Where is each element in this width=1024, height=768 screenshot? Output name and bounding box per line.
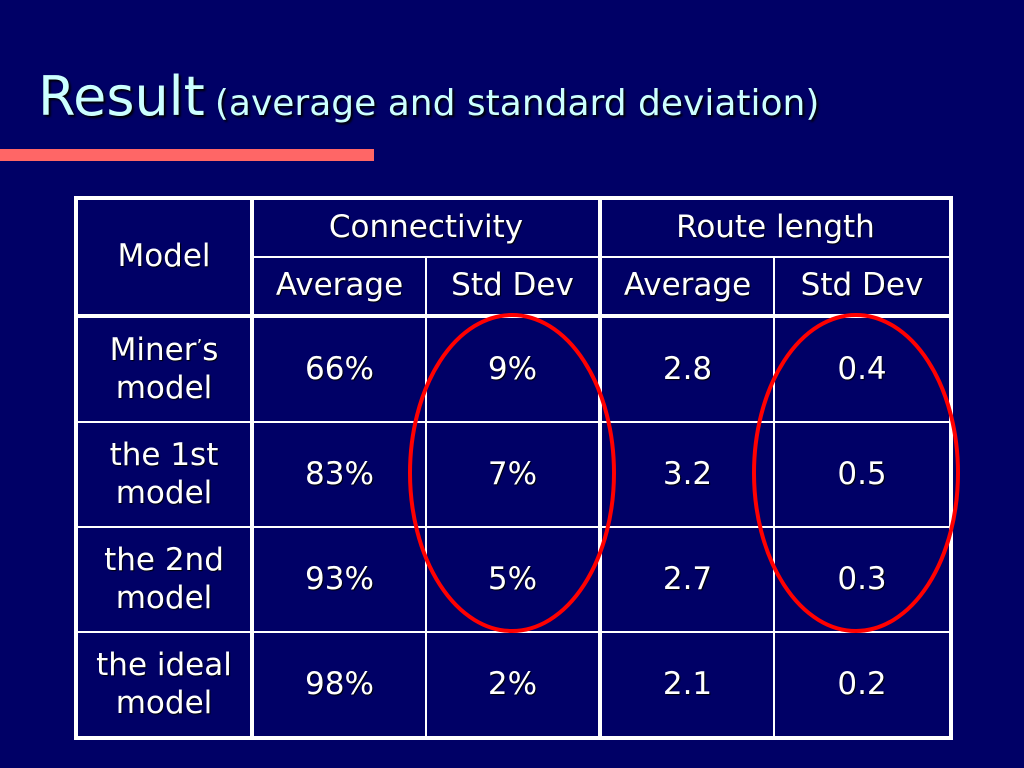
route-length-average-cell: 2.8 xyxy=(599,315,775,423)
model-name-cell: the 1st model xyxy=(75,421,254,528)
model-header-cell: Model xyxy=(75,197,254,317)
route-length-group-header: Route length xyxy=(599,197,952,258)
route-length-stddev-cell: 0.5 xyxy=(773,421,952,528)
connectivity-stddev-cell: 7% xyxy=(425,421,602,528)
table-row: the ideal model 98% 2% 2.1 0.2 xyxy=(75,631,952,739)
model-name-line2: model xyxy=(115,579,213,616)
route-length-stddev-cell: 0.2 xyxy=(773,631,952,739)
title-underline-bar xyxy=(0,149,374,161)
route-length-average-header: Average xyxy=(599,256,775,317)
connectivity-average-cell: 98% xyxy=(251,631,427,739)
results-table: Model Connectivity Route length Average … xyxy=(74,196,953,740)
connectivity-stddev-header: Std Dev xyxy=(425,256,602,317)
route-length-average-cell: 2.7 xyxy=(599,526,775,633)
connectivity-average-cell: 83% xyxy=(251,421,427,528)
title-subtitle: (average and standard deviation) xyxy=(214,83,820,124)
table-row: the 2nd model 93% 5% 2.7 0.3 xyxy=(75,526,952,633)
model-name-line1: the 1st xyxy=(109,437,219,474)
slide-title: Result (average and standard deviation) xyxy=(38,70,819,124)
model-name-line1: the 2nd xyxy=(104,542,224,579)
connectivity-average-header: Average xyxy=(251,256,427,317)
connectivity-stddev-cell: 2% xyxy=(425,631,602,739)
connectivity-average-cell: 93% xyxy=(251,526,427,633)
route-length-stddev-header: Std Dev xyxy=(773,256,952,317)
model-name-line2: model xyxy=(115,474,213,511)
route-length-stddev-cell: 0.4 xyxy=(773,315,952,423)
route-length-average-cell: 3.2 xyxy=(599,421,775,528)
connectivity-stddev-cell: 9% xyxy=(425,315,602,423)
model-name-cell: the ideal model xyxy=(75,631,254,739)
route-length-stddev-cell: 0.3 xyxy=(773,526,952,633)
connectivity-group-header: Connectivity xyxy=(251,197,602,258)
model-name-cell: the 2nd model xyxy=(75,526,254,633)
model-name-cell: Miner’s model xyxy=(75,315,254,423)
model-name-line2: model xyxy=(115,684,213,721)
connectivity-stddev-cell: 5% xyxy=(425,526,602,633)
model-name-line1: Miner’s xyxy=(109,332,219,369)
route-length-average-cell: 2.1 xyxy=(599,631,775,739)
model-name-line1: the ideal xyxy=(96,647,232,684)
model-name-line2: model xyxy=(115,369,213,406)
table-row: the 1st model 83% 7% 3.2 0.5 xyxy=(75,421,952,528)
table-row: Miner’s model 66% 9% 2.8 0.4 xyxy=(75,315,952,423)
title-main: Result xyxy=(38,65,205,128)
connectivity-average-cell: 66% xyxy=(251,315,427,423)
table-subheader-row: Average Std Dev Average Std Dev xyxy=(76,256,952,317)
table-header-row: Model Connectivity Route length xyxy=(75,197,952,317)
